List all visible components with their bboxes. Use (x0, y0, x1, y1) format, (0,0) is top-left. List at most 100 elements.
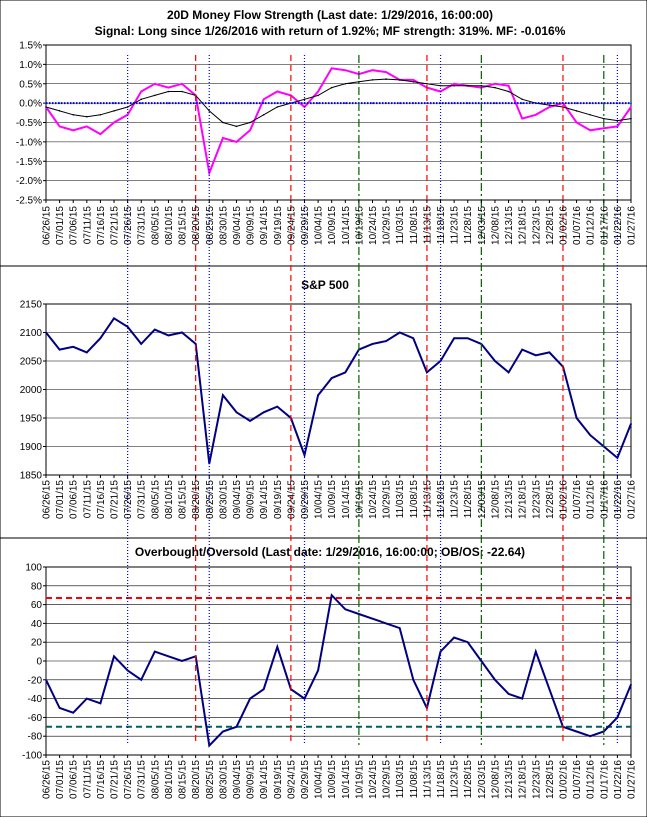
data-point (208, 744, 211, 747)
x-tick-label: 08/20/15 (191, 480, 202, 519)
data-point (113, 655, 115, 658)
data-point (630, 422, 632, 425)
data-point (154, 328, 156, 331)
x-tick-label: 10/19/15 (354, 760, 365, 799)
data-point (86, 115, 88, 118)
data-point (72, 345, 75, 348)
data-point (276, 646, 279, 648)
x-tick-label: 11/03/15 (395, 206, 406, 245)
x-tick-label: 12/03/15 (477, 480, 488, 519)
data-point (276, 405, 279, 408)
data-point (507, 102, 510, 104)
data-point (86, 102, 88, 104)
data-point (72, 711, 75, 714)
data-point (113, 121, 115, 124)
y-tick-label: 20 (31, 638, 43, 649)
data-point (630, 683, 632, 686)
data-point (426, 371, 428, 374)
x-tick-label: 10/24/15 (368, 206, 379, 245)
data-point (181, 660, 183, 662)
data-point (235, 411, 238, 414)
x-tick-label: 07/11/15 (82, 480, 93, 519)
data-point (630, 102, 632, 104)
y-tick-label: 0.0% (19, 99, 42, 110)
x-tick-label: 07/31/15 (137, 206, 148, 245)
data-point (575, 417, 578, 419)
data-point (385, 340, 387, 342)
data-point (412, 337, 415, 340)
data-point (140, 343, 143, 345)
data-point (589, 129, 591, 132)
data-point (398, 627, 401, 629)
obos-title: Overbought/Oversold (Last date: 1/29/201… (135, 545, 525, 559)
x-tick-label: 01/07/16 (572, 206, 583, 245)
data-point (494, 360, 496, 362)
data-point (317, 90, 319, 93)
x-tick-label: 12/18/15 (518, 480, 529, 519)
x-tick-label: 09/19/15 (273, 480, 284, 519)
data-point (235, 141, 238, 143)
data-point (426, 82, 428, 85)
series-line-1-2 (45, 78, 632, 127)
data-point (167, 655, 170, 658)
data-point (45, 102, 47, 104)
x-tick-label: 09/19/15 (273, 760, 284, 799)
data-point (72, 102, 75, 104)
x-tick-label: 07/16/15 (96, 480, 107, 519)
data-point (371, 102, 374, 104)
x-tick-label: 08/25/15 (205, 480, 216, 519)
series-line-1-1 (45, 67, 632, 177)
x-tick-label: 07/31/15 (137, 760, 148, 799)
data-point (330, 102, 333, 104)
data-point (58, 125, 61, 128)
data-point (99, 702, 102, 705)
x-tick-label: 07/26/15 (123, 206, 134, 245)
x-tick-label: 12/08/15 (490, 760, 501, 799)
signal-lines-layer (127, 55, 618, 745)
x-tick-label: 08/10/15 (164, 206, 175, 245)
x-tick-label: 11/08/15 (409, 480, 420, 519)
data-point (276, 106, 279, 108)
y-tick-label: 2150 (20, 300, 43, 311)
data-point (330, 67, 333, 70)
data-point (412, 81, 415, 83)
x-tick-label: 11/23/15 (450, 206, 461, 245)
data-point (140, 98, 143, 101)
data-point (548, 102, 551, 104)
x-tick-label: 07/16/15 (96, 206, 107, 245)
data-point (575, 102, 578, 104)
x-tick-label: 10/04/15 (314, 206, 325, 245)
data-point (453, 82, 455, 85)
data-point (249, 121, 251, 124)
x-tick-label: 01/27/16 (627, 480, 638, 519)
x-tick-label: 12/18/15 (518, 206, 529, 245)
data-point (113, 110, 115, 112)
data-point (262, 113, 265, 116)
y-tick-label: 1900 (20, 442, 43, 453)
data-point (630, 106, 632, 108)
x-tick-label: 07/31/15 (137, 480, 148, 519)
data-point (507, 693, 510, 695)
data-point (249, 102, 251, 104)
x-tick-label: 08/05/15 (150, 206, 161, 245)
data-point (371, 617, 374, 620)
y-tick-label: 0 (36, 657, 42, 668)
x-tick-label: 01/12/16 (586, 480, 597, 519)
x-tick-label: 07/21/15 (110, 206, 121, 245)
x-tick-label: 01/12/16 (586, 760, 597, 799)
series-layer (45, 67, 632, 748)
y-tick-label: -1.0% (16, 137, 42, 148)
y-tick-label: 1.0% (19, 60, 42, 71)
x-tick-label: 07/11/15 (82, 206, 93, 245)
data-point (521, 697, 523, 700)
series-line-3-1 (45, 593, 632, 748)
data-point (398, 79, 401, 81)
x-tick-label: 12/23/15 (531, 206, 542, 245)
x-tick-label: 07/01/15 (55, 480, 66, 519)
x-tick-label: 09/29/15 (300, 206, 311, 245)
x-tick-label: 11/18/15 (436, 206, 447, 245)
x-tick-label: 08/20/15 (191, 760, 202, 799)
x-tick-label: 11/18/15 (436, 760, 447, 799)
y-tick-label: -1.5% (16, 157, 42, 168)
